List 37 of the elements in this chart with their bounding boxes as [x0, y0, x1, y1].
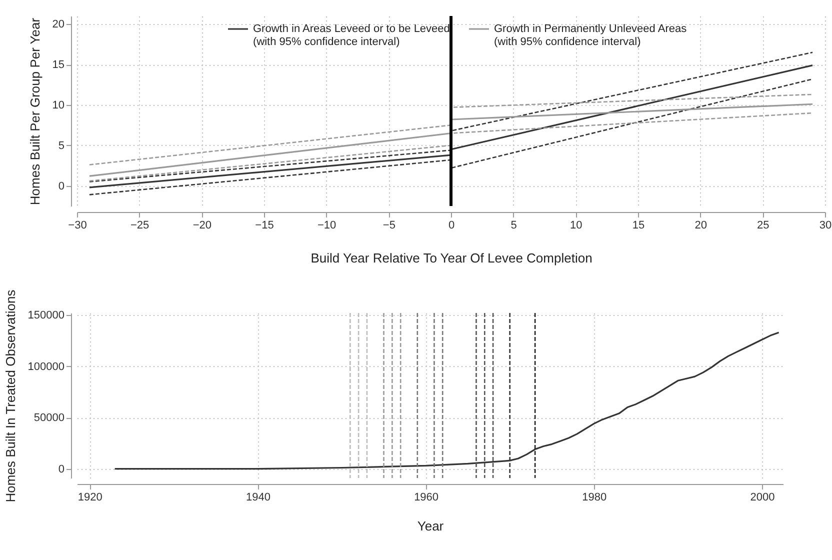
x-tick-label: 10	[570, 220, 582, 232]
x-tick-label: 1960	[414, 492, 439, 504]
y-tick-label: 150000	[28, 310, 64, 322]
x-tick-label: −10	[317, 220, 336, 232]
line-series	[88, 94, 814, 166]
x-tick-label: 1940	[246, 492, 270, 504]
x-tick-label: −15	[255, 220, 274, 232]
y-axis-title: Homes Built Per Group Per Year	[27, 17, 42, 206]
line-series	[88, 103, 814, 177]
x-axis-title: Build Year Relative To Year Of Levee Completion	[310, 250, 592, 266]
y-axis-title: Homes Built In Treated Observations	[2, 289, 18, 502]
x-tick-label: 25	[757, 220, 770, 232]
x-tick-label: 15	[632, 220, 645, 232]
y-tick-label: 100000	[28, 360, 64, 373]
y-tick-label: 20	[52, 18, 64, 31]
line-series	[88, 112, 814, 182]
x-tick-label: −5	[382, 220, 396, 232]
y-tick-label: 0	[58, 463, 64, 476]
x-tick-label: 2000	[750, 492, 775, 504]
x-tick-label: 30	[819, 220, 832, 232]
x-tick-label: 20	[694, 220, 707, 232]
x-tick-label: −20	[192, 220, 212, 232]
legend-label: Growth in Permanently Unleveed Areas (with 95% confidence interval)	[494, 23, 688, 48]
x-tick-label: 0	[448, 220, 455, 232]
y-tick-label: 10	[52, 99, 64, 112]
x-tick-label: 5	[510, 220, 517, 232]
x-axis-title: Year	[417, 518, 444, 534]
x-tick-label: −25	[130, 220, 150, 232]
y-tick-label: 50000	[34, 412, 64, 424]
y-tick-label: 5	[58, 140, 64, 152]
y-tick-label: 15	[52, 59, 64, 72]
line-series	[88, 78, 814, 196]
x-tick-label: −30	[68, 220, 87, 232]
x-tick-label: 1920	[78, 492, 102, 504]
y-tick-label: 0	[58, 180, 64, 192]
legend-label: Growth in Areas Leveed or to be Leveed (with 95% confidence interval)	[253, 23, 450, 48]
x-tick-label: 1980	[582, 492, 607, 504]
